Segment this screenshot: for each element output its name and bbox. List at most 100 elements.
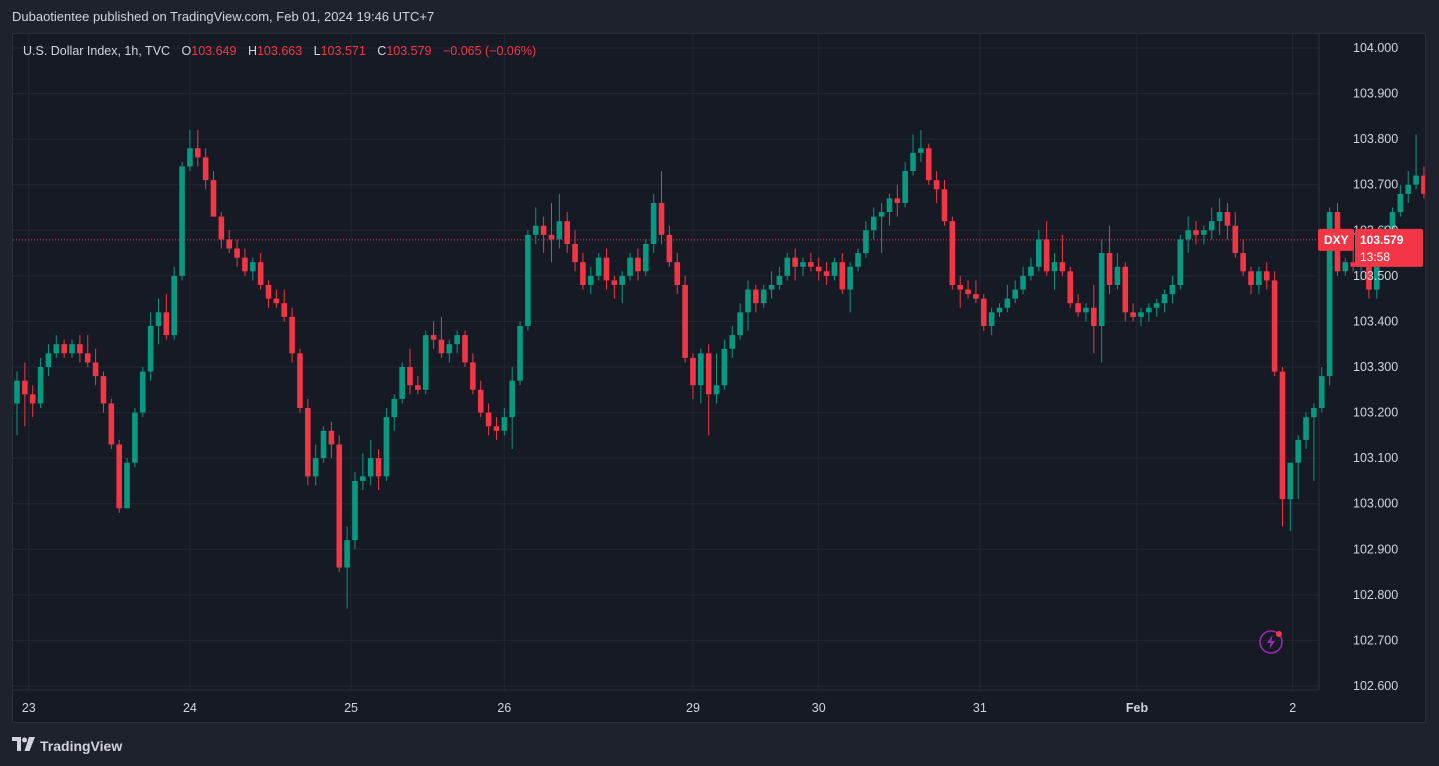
candle [1012,280,1019,304]
candle [194,130,201,167]
bar-countdown: 13:58 [1360,250,1390,264]
candle-body [242,257,248,272]
candle-body [124,462,130,509]
candle-body [1043,239,1050,272]
candle-body [1075,303,1081,313]
candle-body [407,367,413,386]
candle [422,330,429,395]
candle-body [870,216,877,231]
candle-body [784,257,791,276]
candle [658,171,665,244]
candle [336,435,343,573]
tradingview-logo[interactable]: TradingView [12,737,122,754]
candle [163,294,170,340]
candle [1114,253,1121,290]
candle-body [1083,307,1089,313]
y-tick-label: 103.200 [1353,406,1398,420]
candle-body [84,353,91,363]
candle [108,398,115,450]
candle-body [603,257,610,281]
candle-body [1208,221,1215,231]
candle-body [643,243,649,272]
candle-body [493,426,500,431]
candle-body [580,262,586,285]
candle-body [587,275,594,285]
candle-body [894,198,901,203]
candle-body [823,271,830,276]
candle [1067,266,1074,308]
candle-body [666,234,673,263]
candle [470,353,476,395]
candle-body [1295,439,1301,463]
candle [1130,303,1136,322]
candle [713,353,720,404]
candle-body [399,367,405,399]
price-axis[interactable]: 104.000103.900103.800103.700103.600103.5… [1353,41,1398,693]
candle [1059,234,1066,276]
symbol-label[interactable]: U.S. Dollar Index, 1h, TVC [23,44,171,58]
candle-body [1028,266,1034,276]
candle [454,330,460,354]
candle [721,339,728,390]
candle [643,239,649,276]
candle [949,216,956,290]
candle [485,403,492,436]
candle-body [1051,262,1058,272]
candle-body [139,371,146,413]
candle [1311,403,1317,481]
candle-body [202,157,209,181]
candle-body [933,180,940,190]
candle [45,344,52,377]
candle [1295,435,1301,500]
candle-body [965,289,971,295]
candle-body [792,257,798,267]
candle [910,134,916,176]
candle-body [1421,175,1425,194]
x-tick-label: 26 [497,701,511,715]
candle [383,408,390,481]
candle-body [194,148,201,158]
candle-body [1366,248,1372,290]
candle [776,266,783,290]
candle [800,257,806,276]
candle-body [1201,230,1207,235]
y-tick-label: 103.500 [1353,269,1398,283]
candle-body [949,221,956,285]
candle [37,357,44,409]
candle [933,171,940,203]
candle [84,335,91,367]
candle-body [548,234,555,240]
candle [77,335,83,363]
candle-body [344,540,350,568]
chart-pane[interactable]: 104.000103.900103.800103.700103.600103.5… [12,33,1426,723]
candle-body [367,458,374,477]
candle-body [729,335,736,349]
candle-body [1279,371,1286,500]
x-tick-label: 23 [22,701,36,715]
candle [815,257,822,281]
candle-body [265,284,272,299]
candle [352,471,358,550]
candle-body [831,262,838,276]
candle [1413,134,1419,190]
candle-body [234,248,240,258]
candle-body [776,275,783,285]
candle [1318,367,1325,413]
candle [792,248,798,281]
candle [517,321,523,386]
candle-body [619,275,626,285]
candle [1342,257,1349,276]
candle [784,253,791,281]
candle-body [760,289,767,304]
candle-body [1216,212,1223,222]
candlestick-chart[interactable]: 104.000103.900103.800103.700103.600103.5… [13,34,1425,722]
candle [1185,216,1191,254]
candle-body [1193,230,1199,235]
candle [171,266,177,340]
lightning-icon[interactable] [1257,628,1285,656]
candle-body [705,353,712,395]
x-tick-label: 30 [812,701,826,715]
candle-body [312,458,319,477]
candle-body [218,216,225,240]
time-axis[interactable]: 23 24 25 26 29 30 31 Feb 2 [22,701,1296,715]
